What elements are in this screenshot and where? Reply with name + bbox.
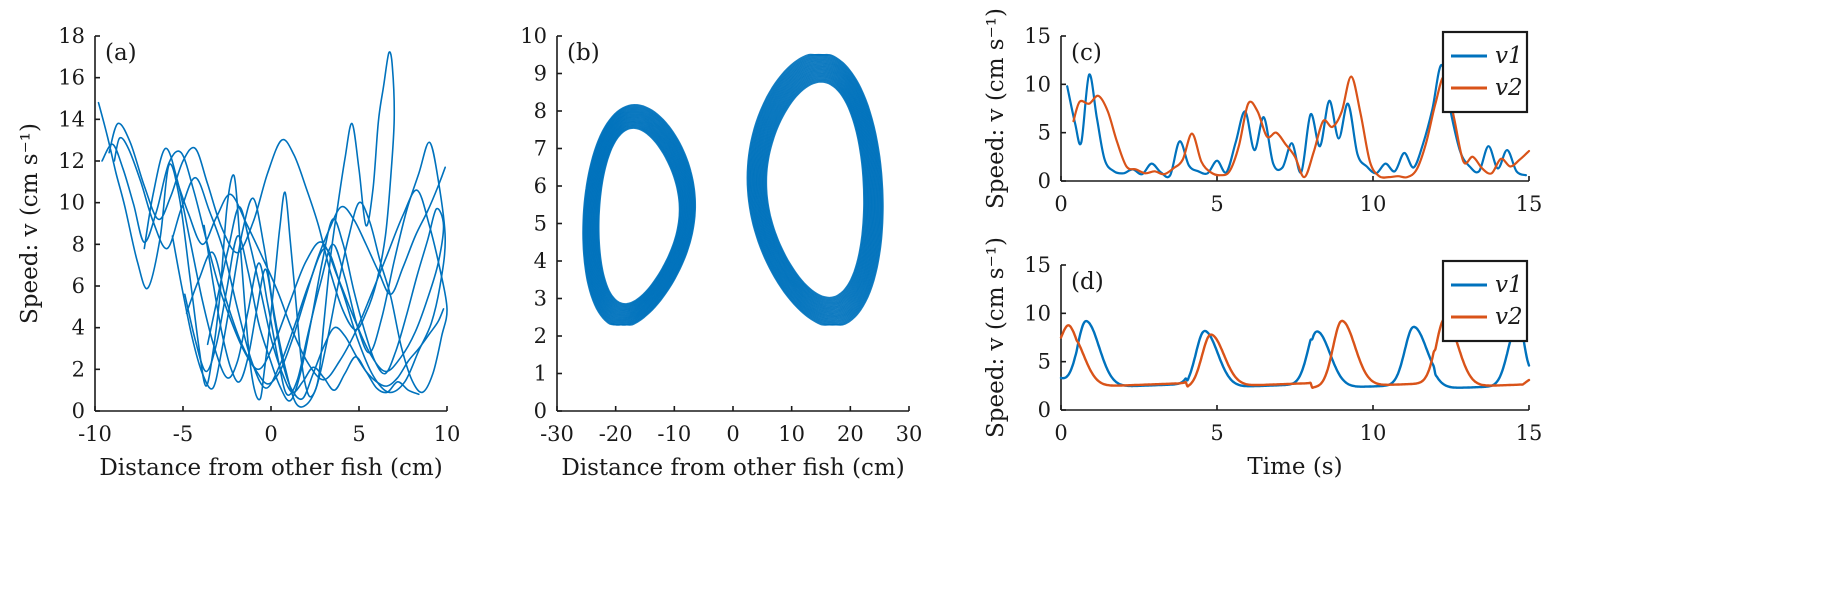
x-tick-label: 0 [264, 422, 277, 446]
y-tick-label: 14 [58, 107, 85, 131]
y-tick-label: 6 [534, 174, 547, 198]
panel-a: -10 -5 0 5 10 0 2 4 6 8 10 12 14 16 18 Distance from ot… [17, 24, 460, 481]
y-tick-label: 12 [58, 149, 85, 173]
attractor-loop [748, 54, 883, 326]
x-tick-label: -5 [173, 422, 193, 446]
y-tick-label: 1 [534, 362, 547, 386]
y-tick-label: 10 [1024, 301, 1051, 325]
y-tick-label: 16 [58, 66, 85, 90]
trajectory-line-4 [184, 207, 445, 402]
y-tick-label: 10 [520, 24, 547, 48]
legend-entry-v2: v2 [1495, 304, 1523, 330]
x-tick-label: 10 [1360, 421, 1387, 445]
x-axis-label: Distance from other fish (cm) [561, 455, 904, 481]
x-tick-label: 10 [434, 422, 461, 446]
y-tick-label: 7 [534, 137, 547, 161]
attractor-loop [751, 59, 880, 321]
attractor-loop [749, 56, 881, 323]
attractor-loop [756, 67, 874, 313]
y-tick-label: 9 [534, 62, 547, 86]
x-tick-label: 30 [896, 422, 923, 446]
y-tick-label: 0 [534, 399, 547, 423]
trajectory-line-5 [203, 224, 445, 400]
y-tick-label: 5 [1038, 121, 1051, 145]
y-tick-label: 4 [534, 249, 547, 273]
panel-label: (c) [1071, 40, 1102, 66]
panel-label: (b) [567, 40, 600, 66]
x-tick-label: 5 [1210, 421, 1223, 445]
x-tick-label: 0 [726, 422, 739, 446]
y-axis-label: Speed: v (cm s⁻¹) [983, 8, 1009, 209]
y-tick-label: 8 [72, 232, 85, 256]
attractor-loop [757, 69, 873, 310]
y-axis-label: Speed: v (cm s⁻¹) [983, 237, 1009, 438]
x-axis-label: Time (s) [1247, 454, 1342, 480]
x-tick-label: -10 [657, 422, 691, 446]
legend-box [1441, 259, 1529, 343]
trajectory-line-6 [206, 205, 420, 396]
y-tick-label: 15 [1024, 253, 1051, 277]
y-tick-label: 6 [72, 274, 85, 298]
y-tick-label: 10 [58, 191, 85, 215]
legend-entry-v1: v1 [1495, 272, 1523, 298]
y-tick-label: 4 [72, 316, 85, 340]
trajectory-line-2 [113, 136, 447, 396]
x-tick-label: 15 [1516, 421, 1543, 445]
attractor-loop [763, 77, 867, 302]
attractor-loop [764, 80, 866, 300]
x-tick-label: -20 [599, 422, 633, 446]
y-tick-label: 3 [534, 287, 547, 311]
trajectory-line-7 [101, 143, 446, 385]
y-tick-label: 15 [1024, 24, 1051, 48]
attractor-loop [753, 62, 877, 317]
series-line-v2 [1072, 75, 1531, 179]
x-tick-label: 5 [1210, 192, 1223, 216]
y-tick-label: 0 [72, 399, 85, 423]
x-tick-label: 5 [352, 422, 365, 446]
panel-d: 0 5 10 15 0 5 10 15 Time (s) Speed: v (cm s⁻¹) (d)… [983, 237, 1542, 480]
attractor-loop [754, 64, 876, 315]
x-tick-label: 20 [837, 422, 864, 446]
y-tick-label: 2 [72, 357, 85, 381]
y-axis-label: Speed: v (cm s⁻¹) [17, 123, 43, 324]
panel-label: (d) [1071, 269, 1104, 295]
attractor-loop [582, 104, 697, 326]
panel-label: (a) [105, 40, 137, 66]
y-tick-label: 8 [534, 99, 547, 123]
series-group [97, 51, 448, 408]
x-tick-label: 10 [1360, 192, 1387, 216]
attractor-loop [760, 73, 870, 307]
trajectory-line-3 [171, 176, 448, 408]
attractor-loop [751, 60, 879, 320]
y-tick-label: 18 [58, 24, 85, 48]
y-tick-label: 5 [534, 212, 547, 236]
y-tick-label: 5 [1038, 350, 1051, 374]
x-tick-label: -30 [540, 422, 574, 446]
panel-b: -30 -20 -10 0 10 20 30 0 1 2 3 4 5 6 7 8 9 10 Distance fro… [520, 24, 922, 481]
attractor-group [582, 53, 884, 326]
legend-entry-v2: v2 [1495, 75, 1523, 101]
y-tick-label: 10 [1024, 72, 1051, 96]
y-tick-label: 2 [534, 324, 547, 348]
x-axis-label: Distance from other fish (cm) [99, 455, 442, 481]
y-tick-label: 0 [1038, 398, 1051, 422]
attractor-loop [765, 81, 865, 299]
attractor-loop [746, 53, 884, 326]
legend-box [1441, 30, 1529, 114]
x-tick-label: 10 [778, 422, 805, 446]
x-tick-label: 0 [1054, 192, 1067, 216]
x-tick-label: 15 [1516, 192, 1543, 216]
attractor-loop [758, 70, 872, 309]
x-tick-label: 0 [1054, 421, 1067, 445]
x-tick-label: -10 [78, 422, 112, 446]
attractor-loop [761, 75, 869, 305]
legend-entry-v1: v1 [1495, 43, 1523, 69]
y-tick-label: 0 [1038, 169, 1051, 193]
trajectory-line-1 [97, 51, 396, 401]
